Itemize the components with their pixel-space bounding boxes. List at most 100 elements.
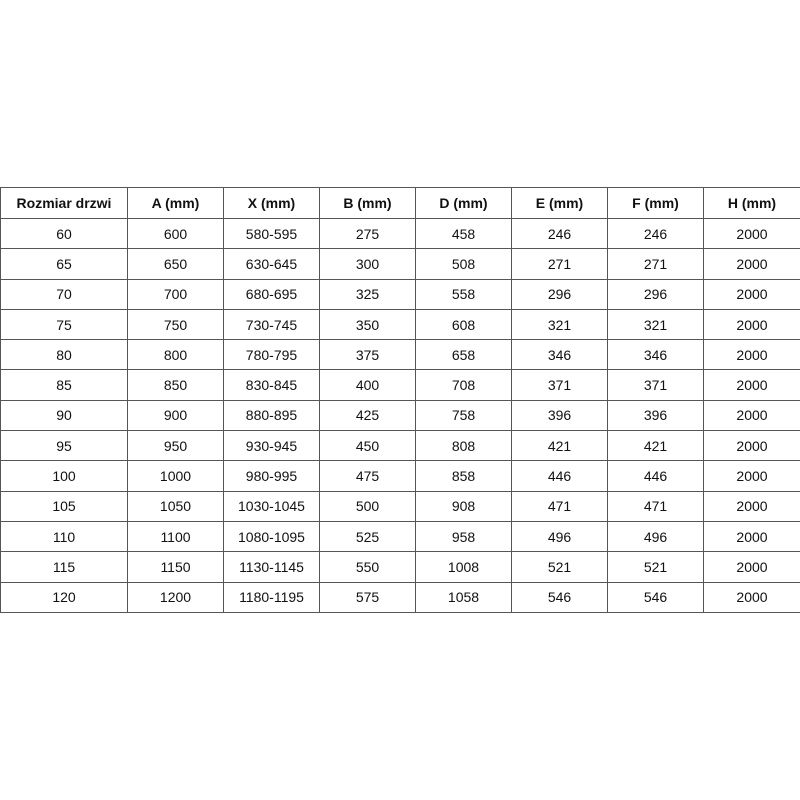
table-row: 100 1000 980-995 475 858 446 446 2000 — [0, 460, 800, 492]
table-cell: 458 — [415, 217, 512, 250]
table-cell: 708 — [415, 369, 512, 401]
table-cell: 70 — [0, 278, 128, 310]
table-cell: 880-895 — [223, 399, 320, 432]
table-cell: 2000 — [703, 369, 800, 401]
table-cell: 2000 — [703, 430, 800, 462]
column-header: E (mm) — [511, 187, 608, 219]
table-cell: 471 — [607, 490, 704, 522]
table-cell: 650 — [127, 248, 224, 280]
table-cell: 115 — [0, 551, 128, 583]
table-row: 65 650 630-645 300 508 271 271 2000 — [0, 248, 800, 280]
table-cell: 750 — [127, 308, 224, 341]
table-cell: 500 — [319, 490, 416, 522]
column-header: X (mm) — [223, 187, 320, 219]
table-cell: 246 — [511, 217, 608, 250]
column-header: D (mm) — [415, 187, 512, 219]
table-cell: 858 — [415, 460, 512, 492]
table-cell: 396 — [511, 399, 608, 432]
table-cell: 521 — [511, 551, 608, 583]
table-cell: 546 — [607, 581, 704, 613]
table-cell: 475 — [319, 460, 416, 492]
table-cell: 630-645 — [223, 248, 320, 280]
table-cell: 496 — [607, 520, 704, 553]
table-row: 120 1200 1180-1195 575 1058 546 546 2000 — [0, 581, 800, 613]
table-cell: 1180-1195 — [223, 581, 320, 613]
table-cell: 600 — [127, 217, 224, 250]
table-cell: 525 — [319, 520, 416, 553]
table-cell: 1050 — [127, 490, 224, 522]
table-cell: 950 — [127, 430, 224, 462]
table-cell: 900 — [127, 399, 224, 432]
table-cell: 110 — [0, 520, 128, 553]
table-row: 95 950 930-945 450 808 421 421 2000 — [0, 430, 800, 462]
table-cell: 508 — [415, 248, 512, 280]
table-cell: 2000 — [703, 339, 800, 371]
table-cell: 958 — [415, 520, 512, 553]
table-cell: 608 — [415, 308, 512, 341]
table-cell: 396 — [607, 399, 704, 432]
table-cell: 1200 — [127, 581, 224, 613]
table-cell: 558 — [415, 278, 512, 310]
table-cell: 60 — [0, 217, 128, 250]
table-cell: 375 — [319, 339, 416, 371]
table-cell: 85 — [0, 369, 128, 401]
table-cell: 400 — [319, 369, 416, 401]
table-cell: 2000 — [703, 581, 800, 613]
table-cell: 758 — [415, 399, 512, 432]
table-cell: 808 — [415, 430, 512, 462]
table-cell: 75 — [0, 308, 128, 341]
table-cell: 550 — [319, 551, 416, 583]
table-cell: 300 — [319, 248, 416, 280]
table-cell: 65 — [0, 248, 128, 280]
table-cell: 546 — [511, 581, 608, 613]
dimensions-table: Rozmiar drzwi A (mm) X (mm) B (mm) D (mm) E (… — [0, 187, 800, 613]
table-cell: 450 — [319, 430, 416, 462]
table-cell: 321 — [607, 308, 704, 341]
table-cell: 471 — [511, 490, 608, 522]
column-header: F (mm) — [607, 187, 704, 219]
table-cell: 2000 — [703, 217, 800, 250]
table-cell: 2000 — [703, 248, 800, 280]
table-cell: 371 — [511, 369, 608, 401]
column-header: H (mm) — [703, 187, 800, 219]
table-cell: 2000 — [703, 551, 800, 583]
table-cell: 521 — [607, 551, 704, 583]
table-cell: 2000 — [703, 278, 800, 310]
table-cell: 120 — [0, 581, 128, 613]
table-cell: 575 — [319, 581, 416, 613]
table-cell: 580-595 — [223, 217, 320, 250]
table-cell: 930-945 — [223, 430, 320, 462]
table-cell: 2000 — [703, 490, 800, 522]
table-row: 110 1100 1080-1095 525 958 496 496 2000 — [0, 520, 800, 553]
table-cell: 800 — [127, 339, 224, 371]
table-cell: 105 — [0, 490, 128, 522]
table-cell: 275 — [319, 217, 416, 250]
table-cell: 980-995 — [223, 460, 320, 492]
table-cell: 680-695 — [223, 278, 320, 310]
table-cell: 1130-1145 — [223, 551, 320, 583]
table-cell: 1100 — [127, 520, 224, 553]
table-cell: 1030-1045 — [223, 490, 320, 522]
table-cell: 100 — [0, 460, 128, 492]
table-cell: 780-795 — [223, 339, 320, 371]
table-cell: 271 — [607, 248, 704, 280]
column-header: A (mm) — [127, 187, 224, 219]
table-cell: 346 — [607, 339, 704, 371]
header-row: Rozmiar drzwi A (mm) X (mm) B (mm) D (mm) E (… — [0, 187, 800, 219]
table-row: 115 1150 1130-1145 550 1008 521 521 2000 — [0, 551, 800, 583]
table-cell: 325 — [319, 278, 416, 310]
table-cell: 908 — [415, 490, 512, 522]
table-cell: 90 — [0, 399, 128, 432]
table-cell: 350 — [319, 308, 416, 341]
column-header: Rozmiar drzwi — [0, 187, 128, 219]
table-cell: 321 — [511, 308, 608, 341]
table-cell: 496 — [511, 520, 608, 553]
table-row: 105 1050 1030-1045 500 908 471 471 2000 — [0, 490, 800, 522]
table-cell: 830-845 — [223, 369, 320, 401]
table-cell: 2000 — [703, 460, 800, 492]
column-header: B (mm) — [319, 187, 416, 219]
table-cell: 271 — [511, 248, 608, 280]
table-cell: 296 — [607, 278, 704, 310]
table-row: 80 800 780-795 375 658 346 346 2000 — [0, 339, 800, 371]
table-cell: 246 — [607, 217, 704, 250]
